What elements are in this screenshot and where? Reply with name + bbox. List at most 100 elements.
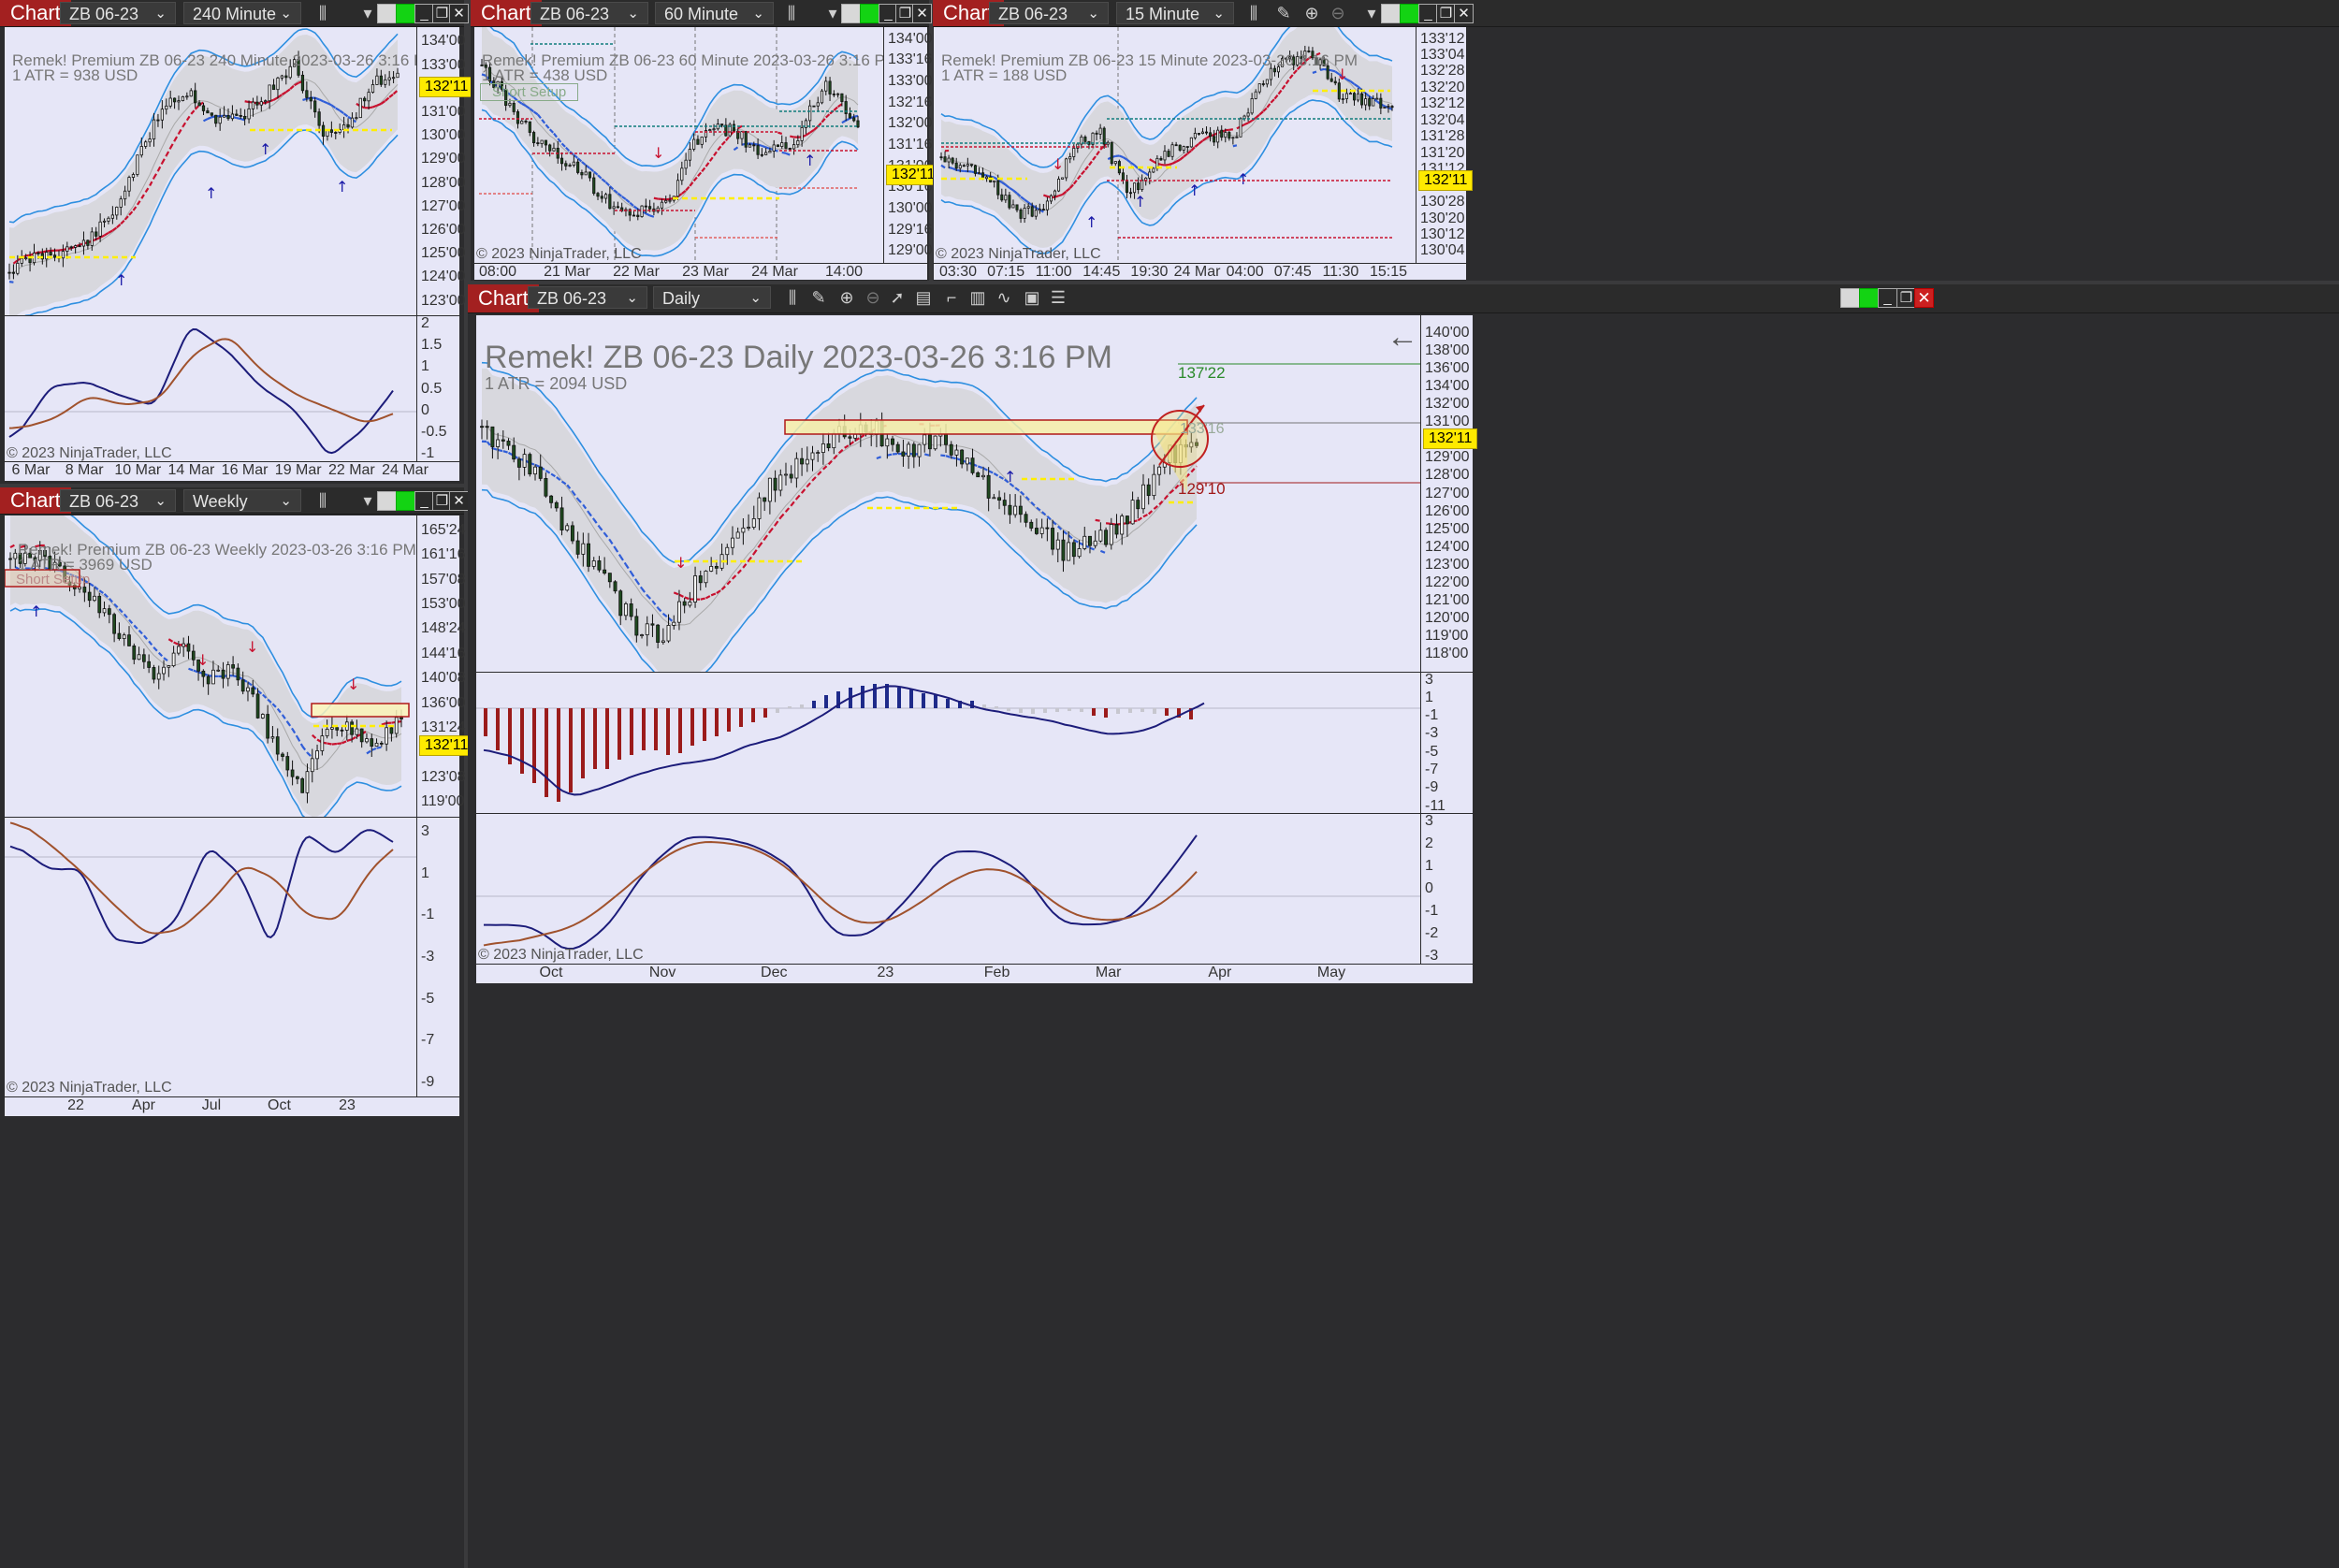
bar-type-icon[interactable]: ⫼ xyxy=(788,288,797,307)
zoom-in-icon[interactable]: ⊕ xyxy=(839,288,854,307)
zoom-out-icon[interactable]: ⊖ xyxy=(865,288,880,307)
close-button[interactable]: ✕ xyxy=(449,4,469,23)
minimize-button[interactable]: _ xyxy=(414,491,434,511)
instrument-selector[interactable]: ZB 06-23 ⌄ xyxy=(530,2,648,24)
candle-body xyxy=(1106,141,1110,145)
instrument-selector[interactable]: ZB 06-23 ⌄ xyxy=(528,286,647,309)
instrument-selector[interactable]: ZB 06-23 ⌄ xyxy=(989,2,1109,24)
instrument-selector[interactable]: ZB 06-23 ⌄ xyxy=(60,489,176,512)
chevron-down-icon[interactable]: ▾ xyxy=(1367,4,1376,22)
y-tick-label: 125'00 xyxy=(421,245,466,262)
chevron-down-icon[interactable]: ▾ xyxy=(363,491,372,510)
histogram-panel[interactable] xyxy=(476,673,1420,813)
link-button[interactable] xyxy=(377,491,397,511)
zoom-in-icon[interactable]: ⊕ xyxy=(1304,4,1319,22)
trend-stop-line xyxy=(645,212,651,217)
price-axis[interactable]: 134'00133'16133'00132'16132'00131'16131'… xyxy=(884,27,941,263)
oscillator-panel[interactable]: © 2023 NinjaTrader, LLC xyxy=(5,818,416,1096)
candle-body xyxy=(728,123,732,137)
bar-type-icon[interactable]: ⫼ xyxy=(318,4,327,22)
close-button[interactable]: ✕ xyxy=(1914,288,1934,308)
candle-body xyxy=(37,549,42,561)
indicators-icon[interactable]: ▥ xyxy=(969,288,986,307)
oscillator-axis[interactable]: 2 1.5 1 0.5 0 -0.5 -1 xyxy=(417,315,459,461)
time-axis[interactable]: 08:00 21 Mar 22 Mar 23 Mar 24 Mar 14:00 xyxy=(474,264,927,280)
trend-stop-line xyxy=(1009,483,1016,489)
data-box-icon[interactable]: ▤ xyxy=(915,288,932,307)
price-panel[interactable]: ↓ ↑ ↑ ↑ ↑ ↓ Remek! Premium ZB 06-23 15 Minute… xyxy=(934,27,1416,263)
link-color-button[interactable] xyxy=(396,4,415,23)
candle-body xyxy=(973,165,977,174)
interval-selector[interactable]: 240 Minute ⌄ xyxy=(183,2,301,24)
minimize-button[interactable]: _ xyxy=(414,4,434,23)
chart-tab[interactable]: Chart xyxy=(0,0,71,26)
pointer-icon[interactable]: ➚ xyxy=(890,288,905,307)
time-axis[interactable]: Oct Nov Dec 23 Feb Mar Apr May xyxy=(476,965,1473,983)
oscillator-panel[interactable]: © 2023 NinjaTrader, LLC xyxy=(5,316,416,461)
chart-tab[interactable]: Chart xyxy=(471,0,542,26)
price-axis[interactable]: 140'00138'00136'00134'00132'00131'00130'… xyxy=(1421,315,1478,672)
back-arrow-icon[interactable]: ← xyxy=(1387,319,1418,355)
maximize-button[interactable]: ❐ xyxy=(895,4,915,23)
zoom-out-icon[interactable]: ⊖ xyxy=(1330,4,1345,22)
oscillator-axis[interactable]: 3 1 -1 -3 -5 -7 -9 xyxy=(417,818,459,1096)
oscillator-axis[interactable]: 3 2 1 0 -1 -2 -3 xyxy=(1421,813,1473,964)
candle-body xyxy=(7,271,11,274)
minimize-button[interactable]: _ xyxy=(1878,288,1897,308)
bar-type-icon[interactable]: ⫼ xyxy=(318,491,327,510)
price-panel[interactable]: ↑ ↑ ↑ ↑ Remek! Premium ZB 06-23 240 Minute … xyxy=(5,27,416,315)
candle-body xyxy=(1061,177,1065,180)
candle-body xyxy=(618,590,623,617)
oscillator-panel[interactable]: © 2023 NinjaTrader, LLC xyxy=(476,814,1420,964)
bar-type-icon[interactable]: ⫼ xyxy=(787,4,796,22)
price-axis[interactable]: 165'24 161'16 157'08 153'00 148'24 144'16 140'… xyxy=(417,515,474,817)
interval-selector[interactable]: 15 Minute ⌄ xyxy=(1116,2,1234,24)
price-axis[interactable]: 133'12 133'04 132'28 132'20 132'12 132'04 131'… xyxy=(1416,27,1474,263)
link-color-button[interactable] xyxy=(396,491,415,511)
drawing-tools-icon[interactable]: ⌐ xyxy=(946,288,957,307)
candle-body xyxy=(276,77,280,91)
price-panel[interactable]: ↑ ↓ ↓ ↓ Remek! Premium ZB 06-23 Weekly 2023… xyxy=(5,515,416,817)
link-button[interactable] xyxy=(841,4,861,23)
price-panel[interactable]: ↓ ↑ Remek! ZB 06-23 Daily 2023-03-26 3:16… xyxy=(476,315,1420,672)
chart-tab[interactable]: Chart xyxy=(468,284,539,312)
chevron-down-icon[interactable]: ▾ xyxy=(363,4,372,22)
price-axis[interactable]: 134'00133'00132'00131'00130'00129'00128'… xyxy=(417,27,474,315)
trend-stop-line xyxy=(89,582,95,588)
time-axis[interactable]: 03:30 07:15 11:00 14:45 19:30 24 Mar 04:00 07:4… xyxy=(934,264,1466,280)
link-color-button[interactable] xyxy=(1859,288,1879,308)
candle-body xyxy=(1344,93,1348,99)
pencil-icon[interactable]: ✎ xyxy=(811,288,826,307)
trend-stop-line xyxy=(1092,154,1097,161)
close-button[interactable]: ✕ xyxy=(912,4,932,23)
interval-selector[interactable]: Daily ⌄ xyxy=(653,286,771,309)
candle-body xyxy=(612,206,616,210)
interval-selector[interactable]: Weekly ⌄ xyxy=(183,489,301,512)
chart-tab[interactable]: Chart xyxy=(0,487,71,514)
strategy-icon[interactable]: ∿ xyxy=(996,288,1011,307)
link-button[interactable] xyxy=(1381,4,1401,23)
link-button[interactable] xyxy=(377,4,397,23)
time-axis[interactable]: 22 Apr Jul Oct 23 xyxy=(5,1097,459,1116)
price-panel[interactable]: ↓ ↑ Remek! Premium ZB 06-23 60 Minute 202… xyxy=(474,27,883,263)
properties-icon[interactable]: ▣ xyxy=(1024,288,1040,307)
instrument-selector[interactable]: ZB 06-23 ⌄ xyxy=(60,2,176,24)
time-axis[interactable]: 6 Mar 8 Mar 10 Mar 14 Mar 16 Mar 19 Mar 22 Mar… xyxy=(5,462,459,481)
chevron-down-icon[interactable]: ▾ xyxy=(828,4,837,22)
link-color-button[interactable] xyxy=(1400,4,1419,23)
candle-body xyxy=(1072,147,1076,157)
interval-selector[interactable]: 60 Minute ⌄ xyxy=(655,2,774,24)
list-icon[interactable]: ☰ xyxy=(1050,288,1067,307)
candle-body xyxy=(958,165,962,169)
close-button[interactable]: ✕ xyxy=(1454,4,1474,23)
link-button[interactable] xyxy=(1840,288,1860,308)
link-color-button[interactable] xyxy=(860,4,879,23)
maximize-button[interactable]: ❐ xyxy=(1436,4,1456,23)
close-button[interactable]: ✕ xyxy=(449,491,469,511)
pencil-icon[interactable]: ✎ xyxy=(1276,4,1291,22)
trend-stop-line xyxy=(331,742,338,746)
bar-type-icon[interactable]: ⫼ xyxy=(1249,4,1258,22)
minimize-button[interactable]: _ xyxy=(1418,4,1438,23)
histogram-axis[interactable]: 3 1 -1 -3 -5 -7 -9 -11 xyxy=(1421,672,1473,814)
maximize-button[interactable]: ❐ xyxy=(1896,288,1916,308)
